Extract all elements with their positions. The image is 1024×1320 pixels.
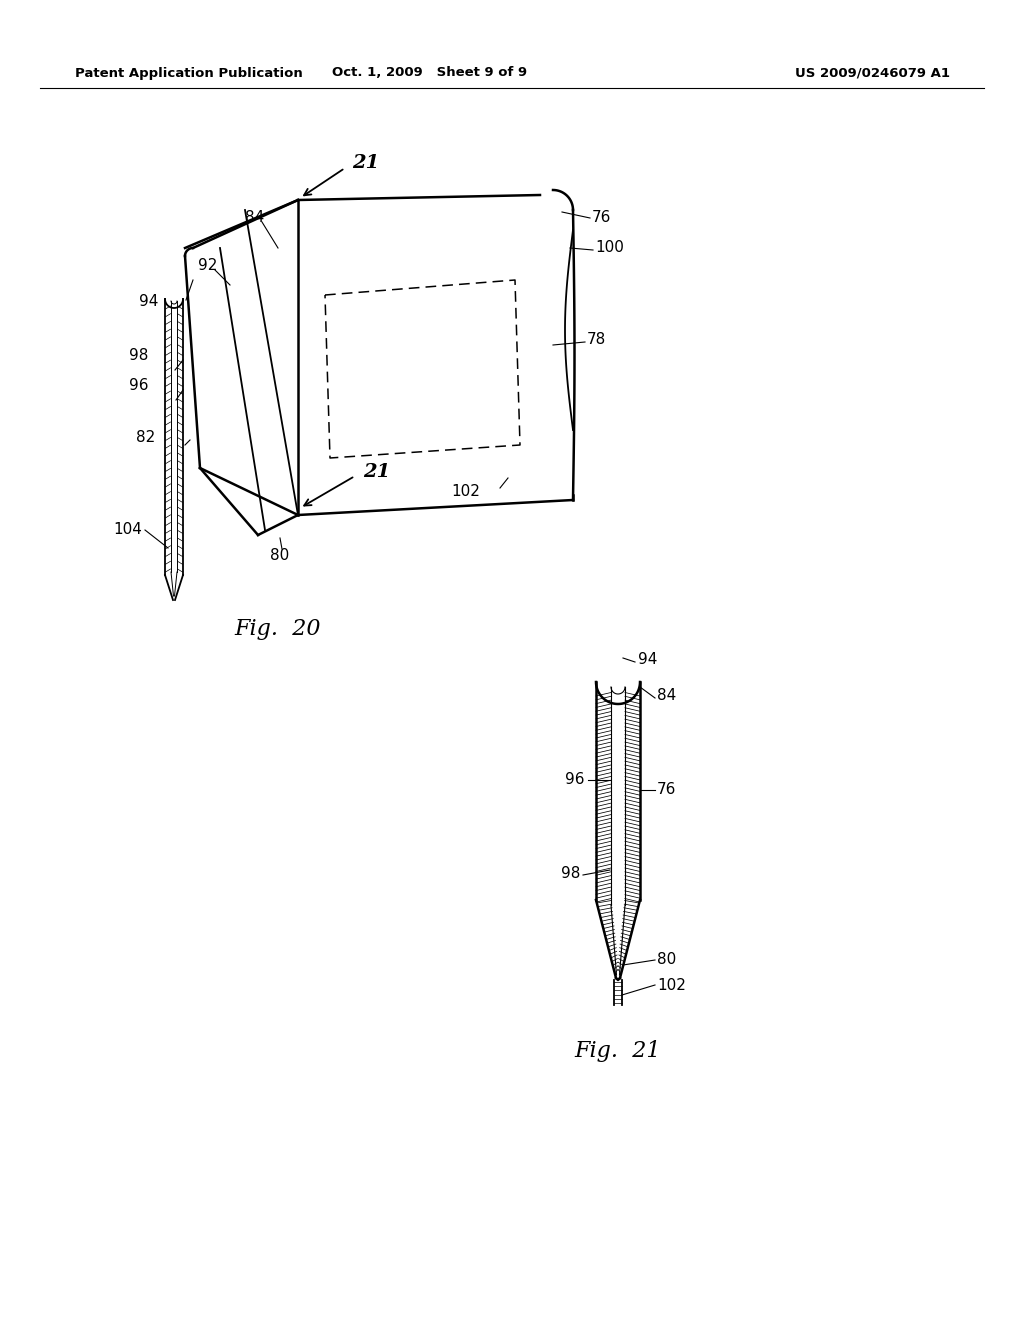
Text: 80: 80 [270, 549, 290, 564]
Text: 76: 76 [657, 783, 677, 797]
Text: Fig.  20: Fig. 20 [234, 618, 322, 640]
Text: Oct. 1, 2009   Sheet 9 of 9: Oct. 1, 2009 Sheet 9 of 9 [333, 66, 527, 79]
Text: 104: 104 [113, 523, 142, 537]
Text: 94: 94 [638, 652, 657, 668]
Text: 92: 92 [199, 257, 218, 272]
Text: 82: 82 [136, 430, 155, 446]
Text: 21: 21 [352, 154, 379, 172]
Text: 21: 21 [362, 463, 390, 480]
Text: 80: 80 [657, 953, 676, 968]
Text: 84: 84 [657, 689, 676, 704]
Text: 98: 98 [560, 866, 580, 880]
Text: 98: 98 [129, 347, 148, 363]
Text: 100: 100 [595, 240, 624, 256]
Text: Fig.  21: Fig. 21 [574, 1040, 662, 1063]
Text: 78: 78 [587, 333, 606, 347]
Text: 96: 96 [565, 772, 585, 788]
Text: 96: 96 [128, 378, 148, 392]
Text: Patent Application Publication: Patent Application Publication [75, 66, 303, 79]
Text: 76: 76 [592, 210, 611, 226]
Text: 102: 102 [452, 484, 480, 499]
Text: 94: 94 [138, 294, 158, 309]
Text: 84: 84 [246, 210, 264, 226]
Text: 102: 102 [657, 978, 686, 993]
Text: US 2009/0246079 A1: US 2009/0246079 A1 [795, 66, 950, 79]
